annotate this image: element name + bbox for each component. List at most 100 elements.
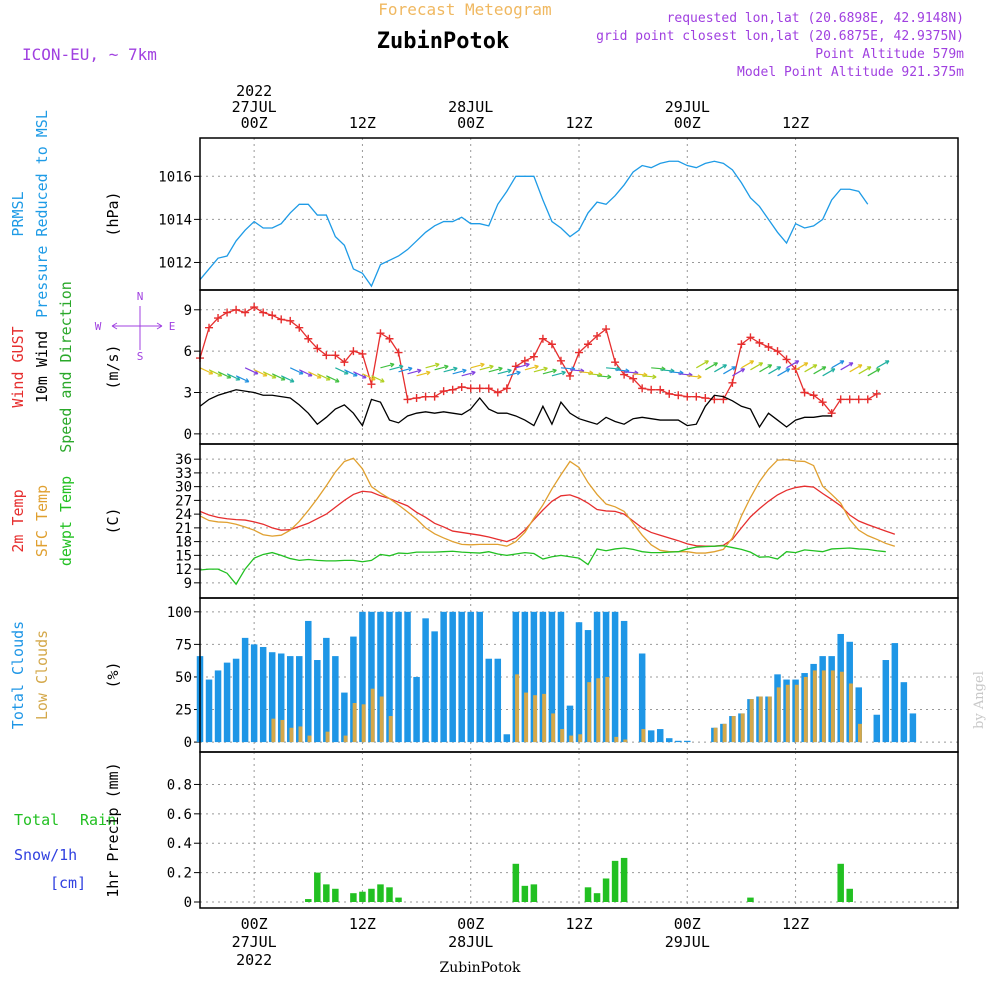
bar-low-clouds [569, 735, 574, 743]
bottom-time-label: 27JUL [232, 933, 277, 951]
bar-low-clouds [596, 678, 601, 743]
gust-marker [746, 333, 755, 342]
bar-rain [846, 888, 853, 902]
wind-arrow [714, 364, 727, 373]
wind-arrow-head [244, 378, 250, 383]
bar-rain [593, 893, 601, 902]
top-time-label: 27JUL [232, 98, 277, 116]
wind-arrow [308, 371, 322, 379]
bar-total-clouds [909, 713, 917, 743]
wind-arrow [624, 371, 639, 374]
bar-low-clouds [542, 693, 547, 743]
side-label: PRMSL [9, 191, 27, 236]
compass-s: S [137, 350, 144, 363]
wind-arrow [235, 375, 250, 383]
bar-low-clouds [713, 727, 718, 743]
bar-total-clouds [404, 611, 411, 743]
top-time-label: 12Z [782, 114, 809, 132]
bar-total-clouds [386, 611, 393, 743]
y-tick-label: 6 [184, 344, 192, 360]
wind-arrow [452, 369, 467, 375]
gust-marker [484, 384, 493, 393]
wind-arrow [813, 366, 827, 375]
wind-arrow [777, 368, 790, 377]
bar-total-clouds [232, 658, 240, 743]
bar-rain [530, 884, 538, 902]
wind-arrow [488, 367, 503, 373]
side-label: Total Clouds [9, 621, 27, 729]
gust-marker [638, 384, 647, 393]
wind-arrow [416, 371, 431, 377]
y-tick-label: 0 [184, 895, 192, 911]
bar-rain [837, 863, 844, 902]
wind-arrow-head [830, 368, 836, 373]
wind-arrow [479, 365, 494, 371]
bar-total-clouds [620, 620, 628, 743]
series-line [199, 485, 896, 547]
bar-rain [359, 891, 366, 902]
wind-arrow [533, 367, 548, 373]
bottom-time-label: 29JUL [665, 933, 710, 951]
top-time-label: 2022 [236, 82, 272, 100]
gust-marker [764, 343, 773, 352]
series-line [199, 545, 886, 586]
gust-marker [538, 334, 547, 343]
wind-arrow-head [839, 360, 845, 365]
wind-arrow [515, 363, 530, 369]
wind-arrow [226, 373, 241, 381]
side-label: 10m Wind [33, 331, 51, 403]
wind-arrow [398, 367, 413, 373]
y-tick-label: 25 [175, 703, 192, 719]
bar-total-clouds [675, 740, 682, 743]
wind-arrow [876, 360, 890, 369]
y-tick-label: 12 [175, 562, 192, 578]
wind-arrow [551, 371, 566, 377]
bar-low-clouds [821, 670, 826, 743]
wind-arrow [380, 363, 395, 369]
wind-arrow-head [453, 366, 458, 372]
gust-marker [701, 394, 710, 403]
wind-arrow [569, 369, 584, 372]
y-tick-label: 3 [184, 386, 192, 402]
bottom-time-label: 12Z [349, 915, 376, 933]
bar-total-clouds [359, 611, 366, 743]
bar-low-clouds [794, 684, 799, 743]
gust-marker [331, 351, 340, 360]
gust-marker [547, 340, 556, 349]
gust-marker [367, 380, 376, 389]
wind-arrow [524, 365, 539, 371]
bottom-time-label: 00Z [241, 915, 268, 933]
gust-marker [529, 352, 538, 361]
gust-marker [854, 395, 863, 404]
gust-marker [611, 358, 620, 367]
wind-arrow-head [408, 366, 413, 372]
gust-marker [439, 387, 448, 396]
wind-arrow-head [697, 374, 702, 380]
top-time-label: 00Z [457, 114, 484, 132]
bar-low-clouds [343, 735, 348, 743]
wind-arrow [271, 373, 286, 381]
wind-arrow [822, 368, 836, 377]
bar-low-clouds [731, 716, 736, 743]
bar-rain [332, 888, 339, 902]
bar-rain [305, 899, 312, 902]
panel-4: 0 25 50 75 100 Total Clouds Low Clouds (%) [9, 597, 959, 753]
wind-arrow [199, 367, 213, 375]
gust-marker [629, 374, 638, 383]
gust-marker [502, 384, 511, 393]
gust-marker [818, 398, 827, 407]
bar-low-clouds [533, 695, 538, 743]
wind-arrow [804, 364, 818, 373]
side-label: Rain [80, 811, 116, 829]
wind-arrow [470, 363, 485, 369]
bar-low-clouds [307, 735, 312, 743]
bar-total-clouds [611, 611, 619, 743]
wind-arrow-head [480, 362, 485, 368]
y-axis-label: (m/s) [104, 344, 122, 389]
gust-marker [773, 347, 782, 356]
bar-low-clouds [857, 723, 862, 743]
gust-marker [403, 395, 412, 404]
bar-total-clouds [900, 682, 908, 743]
gust-marker [575, 348, 583, 357]
